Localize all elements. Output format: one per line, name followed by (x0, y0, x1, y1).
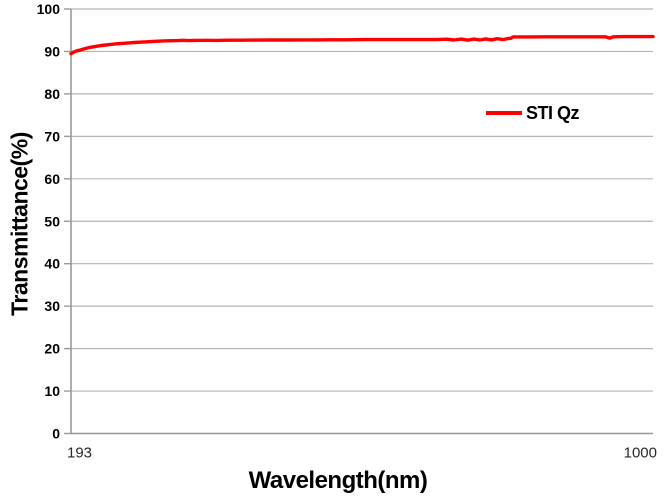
y-tick-label: 80 (44, 86, 60, 102)
legend-line-swatch (486, 111, 522, 115)
y-axis-title: Transmittance(%) (6, 132, 33, 316)
y-tick-label: 30 (44, 298, 60, 314)
y-tick-label: 70 (44, 128, 60, 144)
y-tick-label: 40 (44, 256, 60, 272)
y-tick-label: 50 (44, 213, 60, 229)
legend-series-label: STI Qz (526, 102, 580, 123)
y-tick-label: 10 (44, 383, 60, 399)
y-tick-label: 20 (44, 341, 60, 357)
x-tick-label: 1000 (624, 445, 657, 462)
legend: STI Qz (486, 102, 580, 124)
y-tick-label: 0 (52, 426, 60, 442)
series-line-sti-qz (69, 34, 655, 56)
y-tick-label: 60 (44, 171, 60, 187)
y-tick-label: 100 (37, 1, 61, 17)
y-tick-label: 90 (44, 43, 60, 59)
x-tick-label: 193 (67, 445, 92, 462)
x-axis-title: Wavelength(nm) (248, 467, 428, 494)
